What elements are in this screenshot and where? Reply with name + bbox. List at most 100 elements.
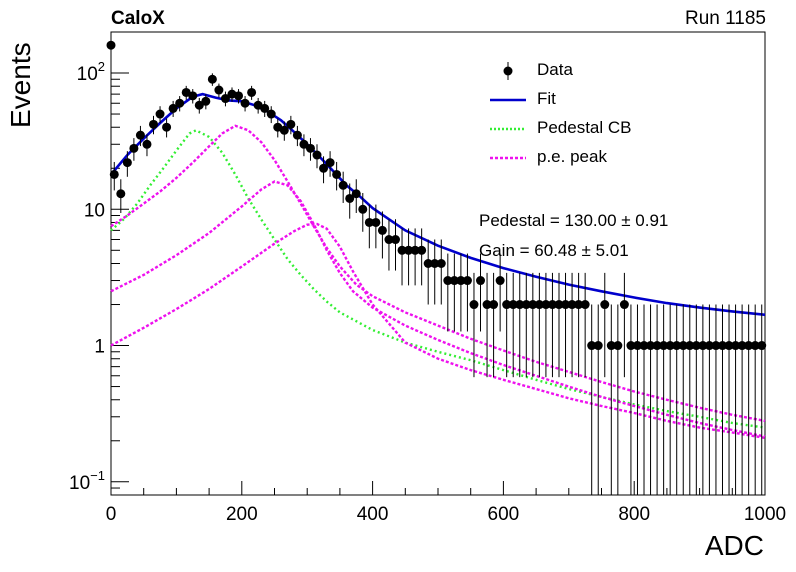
x-tick-label: 800 bbox=[618, 504, 650, 525]
data-point bbox=[750, 341, 760, 351]
data-point bbox=[574, 300, 584, 310]
data-point bbox=[332, 169, 342, 179]
gain-annotation: Gain = 60.48 ± 5.01 bbox=[479, 241, 629, 260]
x-tick-label: 0 bbox=[106, 504, 117, 525]
data-point bbox=[266, 109, 276, 119]
legend-label-data: Data bbox=[537, 60, 573, 79]
data-points bbox=[106, 40, 767, 495]
data-point bbox=[155, 109, 165, 119]
data-point bbox=[495, 276, 505, 286]
data-point bbox=[162, 122, 172, 132]
y-tick-label: 10 bbox=[84, 200, 105, 221]
data-point bbox=[704, 341, 714, 351]
data-point bbox=[580, 300, 590, 310]
data-point bbox=[652, 341, 662, 351]
data-point bbox=[436, 259, 446, 268]
data-point bbox=[665, 341, 675, 351]
data-point bbox=[678, 341, 688, 351]
data-point bbox=[358, 204, 368, 214]
x-tick-label: 1000 bbox=[744, 504, 786, 525]
data-point bbox=[122, 158, 132, 168]
data-point bbox=[521, 300, 531, 310]
data-point bbox=[175, 98, 185, 108]
y-tick-label: 10−1 bbox=[69, 468, 105, 494]
data-point bbox=[423, 259, 433, 268]
y-tick-label: 1 bbox=[94, 337, 105, 358]
data-point bbox=[567, 300, 577, 310]
legend-label-pe-peak: p.e. peak bbox=[537, 147, 607, 166]
data-point bbox=[489, 300, 499, 310]
data-point bbox=[744, 341, 754, 351]
data-point bbox=[410, 245, 420, 255]
data-point bbox=[476, 276, 486, 286]
data-point bbox=[345, 193, 355, 203]
data-point bbox=[404, 245, 414, 255]
data-point bbox=[109, 169, 119, 179]
data-point bbox=[554, 300, 564, 310]
data-point bbox=[305, 143, 315, 153]
data-point bbox=[698, 341, 708, 351]
data-point bbox=[286, 119, 296, 129]
data-point bbox=[351, 189, 361, 199]
data-point bbox=[757, 341, 767, 351]
data-point bbox=[659, 341, 669, 351]
data-point bbox=[587, 341, 597, 351]
series-fit-curve bbox=[110, 92, 766, 317]
data-point bbox=[515, 300, 525, 310]
data-point bbox=[116, 189, 126, 199]
data-point bbox=[149, 119, 159, 129]
data-point bbox=[397, 245, 407, 255]
y-axis-title: Events bbox=[5, 42, 36, 128]
data-point bbox=[384, 235, 394, 245]
data-point bbox=[534, 300, 544, 310]
data-point bbox=[593, 341, 603, 351]
data-point bbox=[449, 276, 459, 286]
data-point bbox=[639, 341, 649, 351]
data-point bbox=[731, 341, 741, 351]
data-point bbox=[371, 217, 381, 227]
pedestal-annotation: Pedestal = 130.00 ± 0.91 bbox=[479, 211, 669, 230]
data-point bbox=[456, 276, 466, 286]
data-point bbox=[717, 341, 727, 351]
data-point bbox=[502, 300, 512, 310]
data-point bbox=[613, 341, 623, 351]
series-pedestal-cb-curve bbox=[110, 128, 766, 429]
data-point bbox=[561, 300, 571, 310]
data-point bbox=[626, 341, 636, 351]
data-point bbox=[547, 300, 557, 310]
data-point bbox=[430, 259, 440, 268]
data-point bbox=[129, 143, 139, 153]
data-point bbox=[299, 139, 309, 149]
data-point bbox=[443, 276, 453, 286]
data-point bbox=[364, 217, 374, 227]
legend-label-pedestal-cb: Pedestal CB bbox=[537, 118, 632, 137]
data-point bbox=[377, 225, 387, 235]
data-point bbox=[292, 130, 302, 140]
data-point bbox=[390, 235, 400, 245]
data-point bbox=[188, 91, 198, 101]
data-point bbox=[711, 341, 721, 351]
data-point bbox=[214, 85, 224, 95]
run-label: Run 1185 bbox=[685, 8, 766, 29]
legend-data-marker bbox=[503, 66, 513, 76]
x-tick-label: 200 bbox=[226, 504, 258, 525]
series-p-e-peak-2-curve bbox=[110, 180, 766, 438]
x-tick-label: 400 bbox=[357, 504, 389, 525]
y-tick-label: 102 bbox=[77, 59, 105, 85]
data-point bbox=[260, 103, 270, 113]
data-point bbox=[234, 91, 244, 101]
series-p-e-peak-3-curve bbox=[110, 222, 766, 440]
data-point bbox=[247, 87, 257, 97]
data-point bbox=[201, 96, 211, 106]
data-point bbox=[646, 341, 656, 351]
data-point bbox=[417, 245, 427, 255]
data-point bbox=[135, 130, 145, 140]
data-point bbox=[220, 94, 230, 104]
data-point bbox=[462, 276, 472, 286]
data-point bbox=[469, 300, 479, 310]
x-axis-title: ADC bbox=[704, 530, 764, 561]
data-point bbox=[691, 341, 701, 351]
data-point bbox=[319, 163, 329, 173]
data-point bbox=[312, 150, 322, 160]
